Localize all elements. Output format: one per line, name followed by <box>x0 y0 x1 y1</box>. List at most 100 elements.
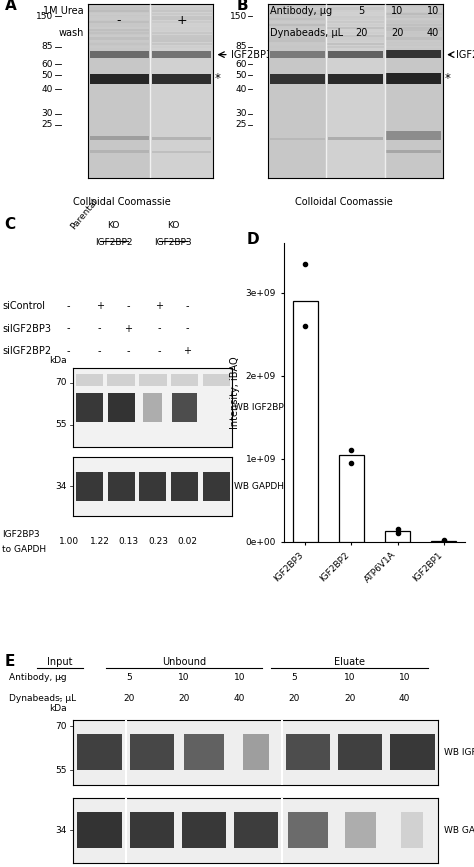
Text: Colloidal Coomassie: Colloidal Coomassie <box>295 197 393 207</box>
Bar <box>77 812 122 848</box>
Bar <box>386 8 442 10</box>
Bar <box>152 32 212 34</box>
Text: kDa: kDa <box>49 355 67 364</box>
Bar <box>144 394 162 421</box>
Bar <box>152 10 212 12</box>
Bar <box>288 812 328 848</box>
Bar <box>386 40 442 42</box>
Text: 55: 55 <box>55 420 67 429</box>
Bar <box>88 4 151 178</box>
Text: 40: 40 <box>427 28 439 37</box>
Text: C: C <box>5 217 16 232</box>
Bar <box>386 13 442 15</box>
Bar <box>152 29 212 31</box>
Bar <box>328 74 383 84</box>
Bar <box>152 40 212 42</box>
Bar <box>386 131 441 140</box>
Text: IGF2BP2: IGF2BP2 <box>95 238 133 247</box>
Bar <box>269 35 325 36</box>
Bar <box>152 152 211 153</box>
Text: 10: 10 <box>234 674 245 682</box>
Text: *: * <box>215 73 220 85</box>
Bar <box>328 42 383 45</box>
Bar <box>76 394 103 421</box>
Text: Parental: Parental <box>69 197 100 231</box>
Text: IGF2BP3: IGF2BP3 <box>456 49 474 60</box>
Bar <box>152 137 211 140</box>
Text: wash: wash <box>58 28 83 37</box>
Text: 10: 10 <box>178 674 190 682</box>
Bar <box>328 137 383 140</box>
Bar <box>203 374 230 386</box>
Bar <box>76 472 103 501</box>
Bar <box>386 21 442 23</box>
Bar <box>90 136 149 140</box>
Text: 60: 60 <box>41 60 53 68</box>
Bar <box>386 32 442 34</box>
Bar <box>269 10 325 12</box>
Bar <box>339 454 364 542</box>
Text: 10: 10 <box>427 6 439 16</box>
Text: 5: 5 <box>358 6 365 16</box>
Bar <box>152 42 212 45</box>
Bar <box>108 394 135 421</box>
Text: 85: 85 <box>236 42 247 51</box>
Text: IGF2BP3: IGF2BP3 <box>231 49 273 60</box>
Text: -: - <box>67 346 71 356</box>
Bar <box>269 27 325 29</box>
Bar <box>171 472 198 501</box>
Bar <box>90 74 149 84</box>
Text: 1.22: 1.22 <box>90 538 109 546</box>
Bar <box>152 21 212 23</box>
Text: 40: 40 <box>236 85 247 94</box>
Text: E: E <box>5 654 15 669</box>
Bar <box>89 35 149 36</box>
Text: -: - <box>126 346 130 356</box>
Text: -: - <box>157 346 161 356</box>
Bar <box>328 40 383 42</box>
Text: 150: 150 <box>230 12 247 21</box>
Text: Input: Input <box>47 657 73 668</box>
Text: 40: 40 <box>399 694 410 703</box>
Text: Unbound: Unbound <box>162 657 206 668</box>
Text: 20: 20 <box>344 694 355 703</box>
Text: *: * <box>444 73 450 85</box>
Text: 25: 25 <box>42 121 53 129</box>
Text: 20: 20 <box>289 694 300 703</box>
Bar <box>152 74 211 84</box>
Text: -: - <box>185 301 189 311</box>
Bar <box>90 51 149 58</box>
Text: KO: KO <box>108 221 120 230</box>
Text: B: B <box>237 0 249 13</box>
Bar <box>182 812 226 848</box>
Text: 50: 50 <box>236 71 247 80</box>
Text: 34: 34 <box>56 482 67 491</box>
Bar <box>89 18 149 21</box>
Text: +: + <box>155 301 163 311</box>
Text: kDa: kDa <box>49 704 67 713</box>
Bar <box>151 4 213 178</box>
Text: 10: 10 <box>344 674 356 682</box>
Text: 1.00: 1.00 <box>59 538 79 546</box>
Bar <box>328 18 383 21</box>
Text: -: - <box>98 323 101 334</box>
Text: 10: 10 <box>391 6 403 16</box>
Bar <box>328 32 383 34</box>
Bar <box>269 42 325 45</box>
Text: siIGF2BP2: siIGF2BP2 <box>2 346 52 356</box>
Y-axis label: Intensity, iBAQ: Intensity, iBAQ <box>230 356 240 428</box>
Bar <box>152 23 212 26</box>
Bar <box>385 531 410 542</box>
Text: +: + <box>183 346 191 356</box>
Bar <box>386 42 442 45</box>
Bar <box>328 35 383 36</box>
Bar <box>171 374 198 386</box>
Bar <box>328 46 383 48</box>
Bar <box>243 733 269 771</box>
Bar <box>139 472 166 501</box>
Bar <box>328 21 383 23</box>
Text: 60: 60 <box>236 60 247 68</box>
Text: 85: 85 <box>41 42 53 51</box>
Bar <box>269 18 325 21</box>
Bar <box>269 46 325 48</box>
